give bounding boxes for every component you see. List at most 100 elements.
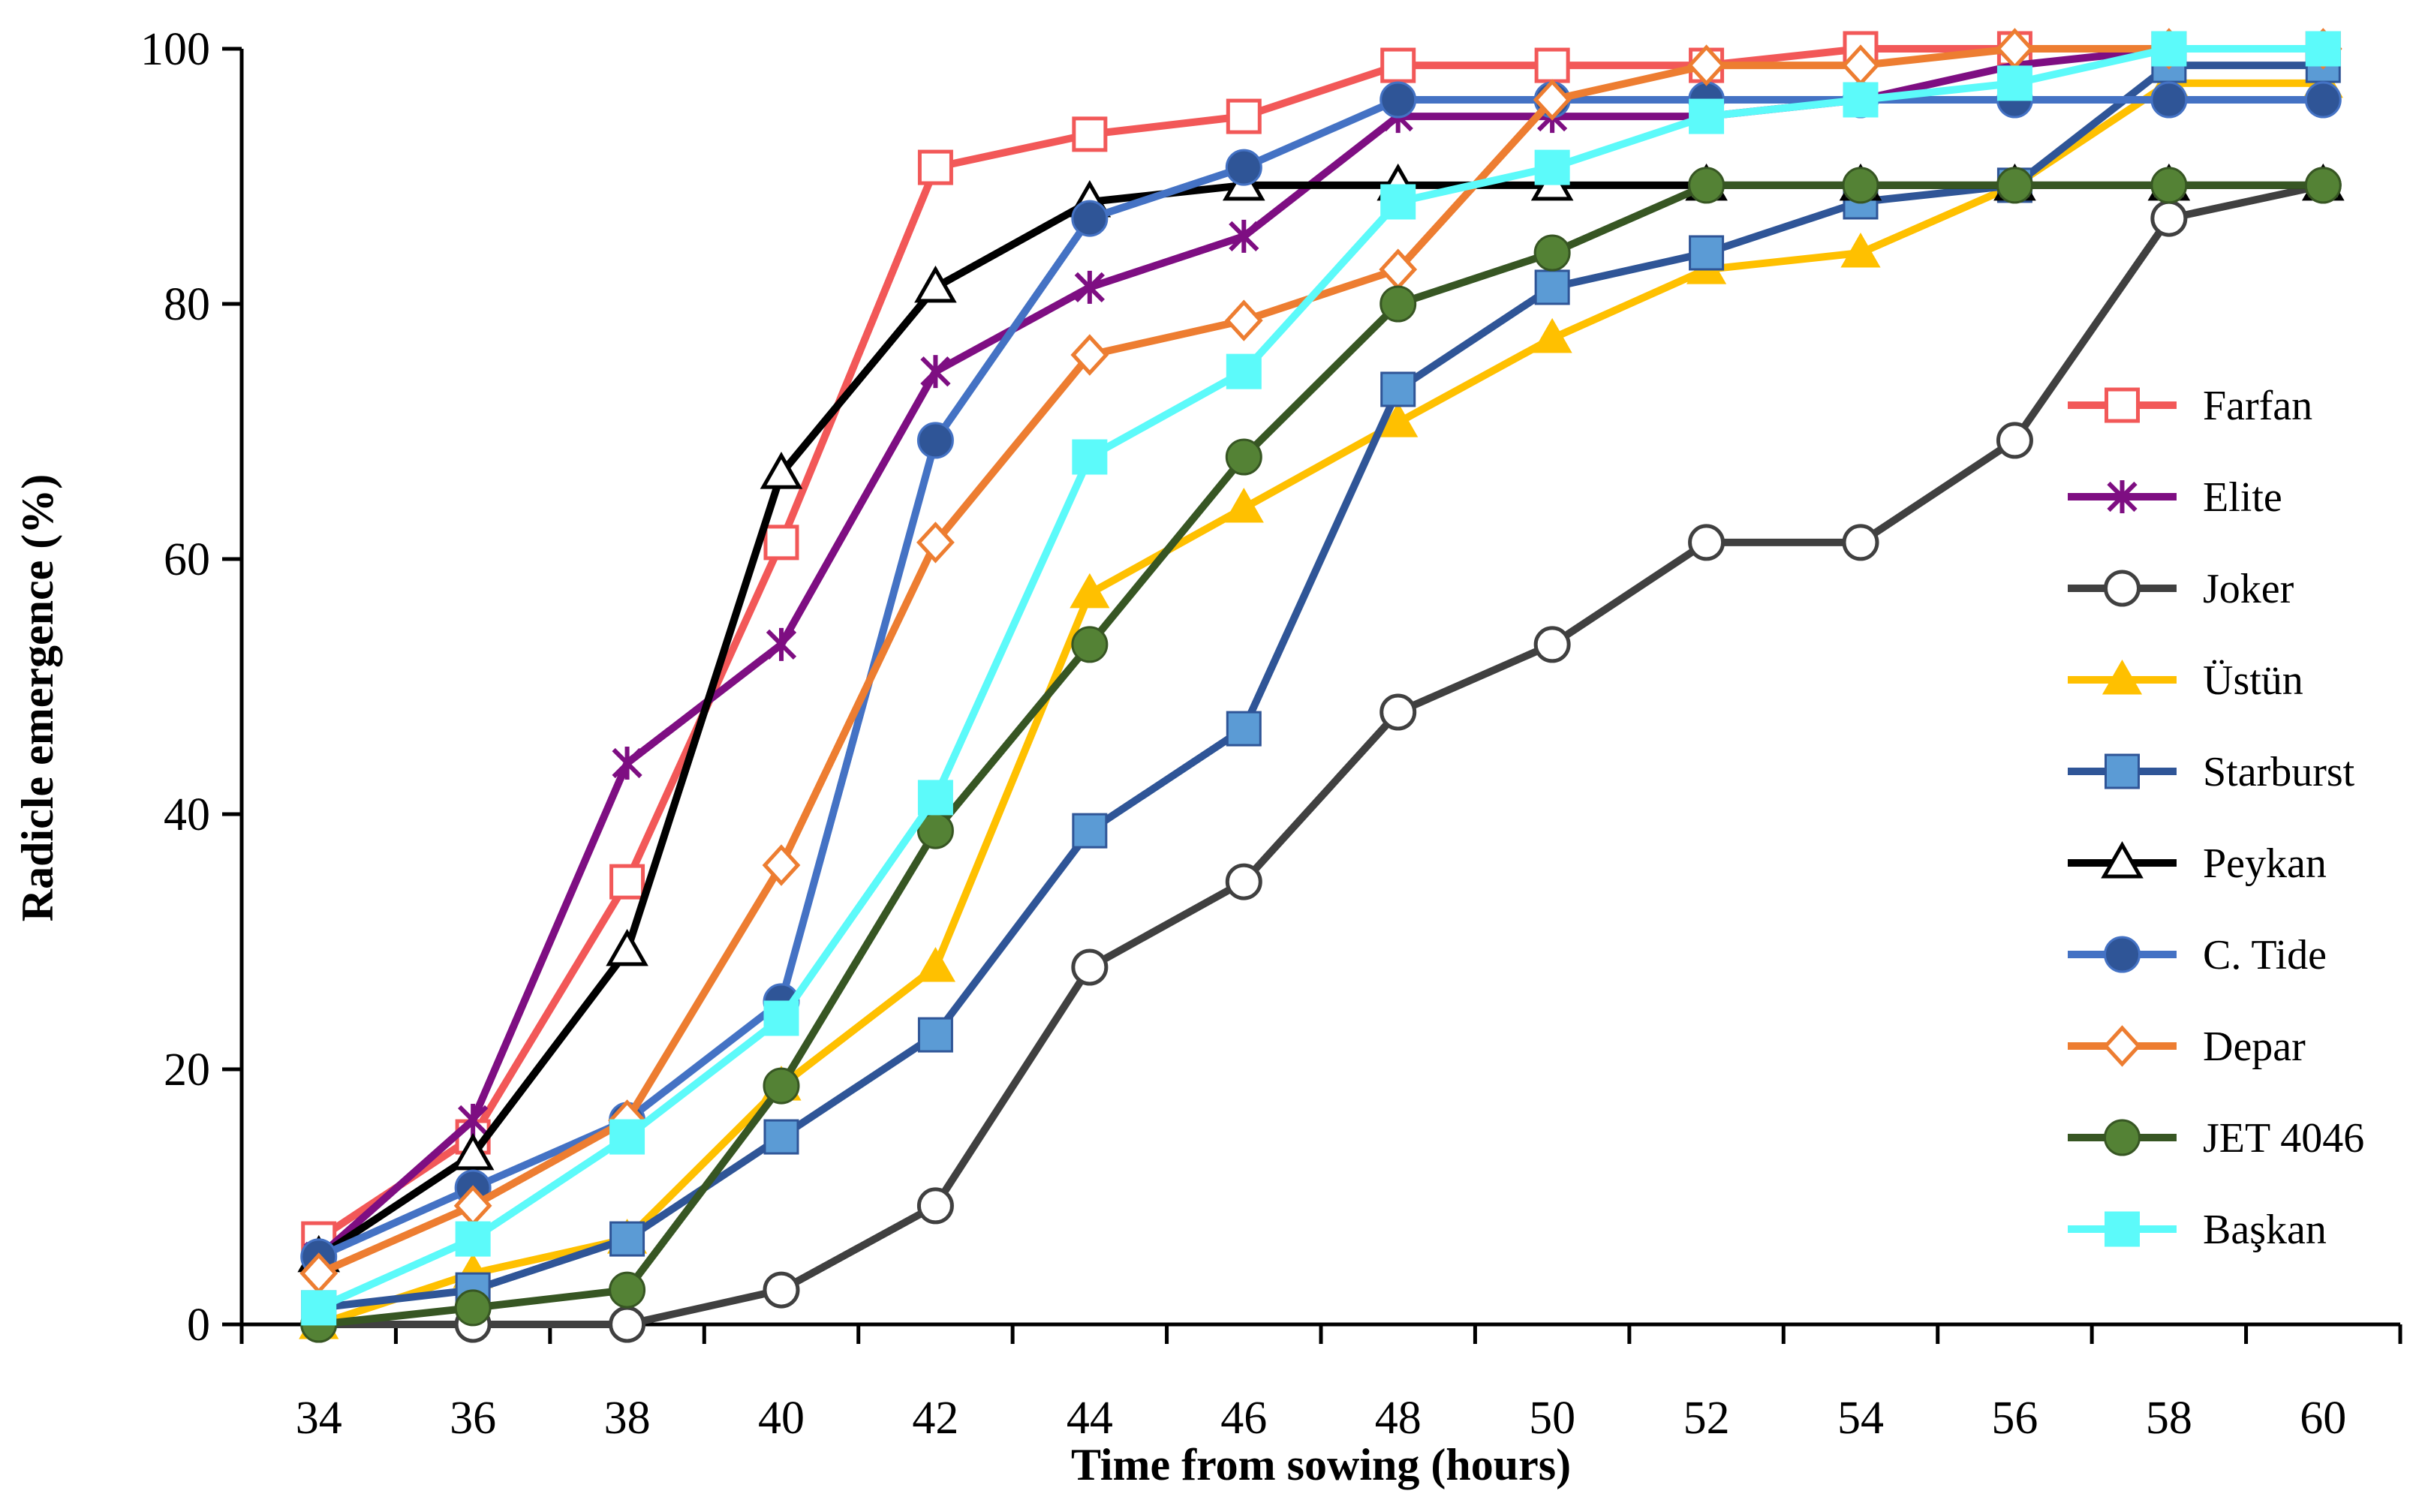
data-point: [609, 1119, 645, 1155]
legend-item: Elite: [2068, 474, 2282, 521]
x-tick-label: 42: [912, 1393, 958, 1444]
legend-item: Joker: [2068, 566, 2294, 612]
data-point: [762, 844, 801, 886]
data-point: [763, 1119, 799, 1155]
data-point: [1380, 47, 1416, 83]
series-line: [314, 181, 2327, 1261]
legend-label: Peykan: [2203, 840, 2327, 887]
series-line: [314, 45, 2327, 1261]
legend-marker: [2102, 659, 2143, 695]
data-point: [1533, 626, 1571, 663]
x-tick-label: 52: [1683, 1393, 1730, 1444]
series-line: [314, 45, 2327, 1243]
series-line: [314, 79, 2327, 1328]
legend-item: Depar: [2068, 1024, 2306, 1070]
data-point: [2150, 167, 2188, 204]
data-point: [451, 1132, 495, 1171]
data-point: [2305, 31, 2341, 67]
data-point: [916, 1187, 954, 1225]
data-point: [917, 780, 953, 816]
data-point: [1072, 813, 1108, 849]
data-point: [1842, 167, 1879, 204]
data-point: [1226, 711, 1262, 747]
series-c-tide: [300, 81, 2342, 1276]
data-point: [1534, 149, 1570, 185]
legend-label: Joker: [2203, 566, 2294, 612]
data-point: [606, 928, 648, 966]
legend-item: Starburst: [2068, 749, 2355, 795]
legend-marker: [2105, 1211, 2140, 1247]
data-point: [914, 265, 957, 303]
series-farfan: [301, 31, 2341, 1257]
legend-item: JET 4046: [2068, 1115, 2364, 1162]
data-point: [1071, 948, 1109, 986]
data-point: [916, 522, 955, 564]
data-point: [1688, 524, 1725, 561]
data-point: [763, 525, 799, 561]
x-axis-title: Time from sowing (hours): [1071, 1440, 1571, 1489]
x-tick-label: 50: [1529, 1393, 1575, 1444]
data-point: [760, 452, 803, 489]
data-point: [920, 355, 951, 389]
data-point: [454, 1289, 492, 1327]
x-tick-label: 34: [296, 1393, 342, 1444]
y-tick-label: 100: [140, 24, 210, 75]
data-point: [2150, 81, 2188, 119]
x-tick-label: 40: [758, 1393, 805, 1444]
x-tick-label: 56: [1991, 1393, 2038, 1444]
data-point: [1687, 44, 1725, 86]
data-point: [1070, 573, 1110, 609]
x-tick-label: 60: [2300, 1393, 2346, 1444]
data-point: [917, 149, 953, 185]
legend-label: Farfan: [2203, 383, 2312, 429]
legend-marker: [2104, 570, 2141, 607]
data-point: [1996, 422, 2033, 459]
legend-marker: [2105, 753, 2140, 789]
data-point: [1378, 402, 1419, 437]
data-point: [1532, 317, 1572, 353]
x-tick-label: 36: [450, 1393, 496, 1444]
data-point: [1379, 285, 1417, 323]
data-point: [763, 1000, 799, 1036]
data-point: [455, 1221, 491, 1257]
legend-label: JET 4046: [2203, 1115, 2364, 1162]
legend-label: Elite: [2203, 474, 2282, 521]
legend-marker: [2104, 1119, 2141, 1156]
data-point: [766, 627, 797, 661]
y-tick-label: 0: [187, 1300, 210, 1351]
series-line: [314, 96, 2327, 1261]
data-point: [1225, 149, 1262, 186]
data-point: [2151, 31, 2187, 67]
legend-label: Başkan: [2203, 1207, 2327, 1253]
series-joker: [300, 167, 2342, 1343]
data-point: [1229, 219, 1259, 253]
data-point: [916, 422, 954, 459]
data-point: [1533, 79, 1572, 121]
data-point: [1379, 693, 1417, 731]
data-point: [609, 1306, 646, 1343]
legend-label: Depar: [2203, 1024, 2306, 1070]
data-point: [915, 946, 956, 982]
series-line: [314, 45, 2327, 1312]
data-point: [1534, 47, 1570, 83]
data-point: [1533, 234, 1571, 272]
y-axis-title: Radicle emergence (%): [13, 474, 62, 921]
series-elite: [303, 32, 2339, 1273]
legend-marker: [2101, 840, 2144, 879]
data-point: [1688, 167, 1725, 204]
legend-marker: [2105, 387, 2140, 423]
series-peykan: [297, 163, 2345, 1273]
legend-marker: [2104, 936, 2141, 973]
x-tick-label: 58: [2146, 1393, 2192, 1444]
data-point: [1380, 371, 1416, 407]
legend-label: Starburst: [2203, 749, 2355, 795]
legend-label: Üstün: [2203, 657, 2303, 704]
x-tick-label: 38: [604, 1393, 651, 1444]
legend-item: Farfan: [2068, 383, 2312, 429]
data-point: [609, 1271, 646, 1309]
legend-marker: [2103, 1025, 2141, 1067]
data-point: [1226, 98, 1262, 134]
data-point: [612, 747, 642, 780]
data-point: [763, 1067, 800, 1105]
